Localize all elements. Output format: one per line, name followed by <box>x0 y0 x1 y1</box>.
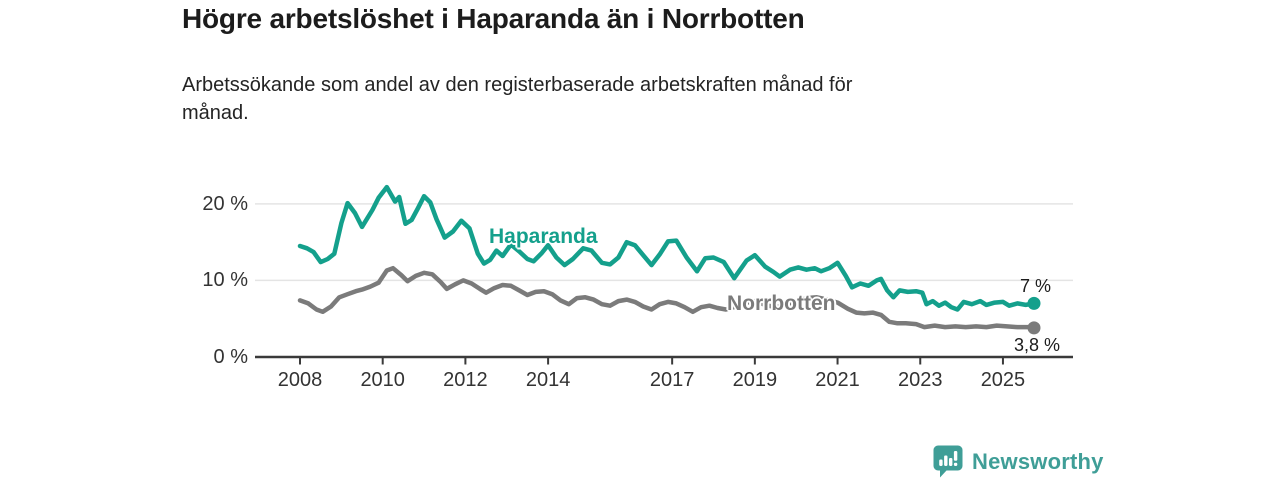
series-line-haparanda <box>297 184 1037 312</box>
y-axis-label: 10 % <box>202 269 248 292</box>
x-axis-label: 2014 <box>525 369 571 391</box>
x-axis-label: 2010 <box>360 369 405 391</box>
chart-subtitle-line-1: Arbetssökande som andel av den registerb… <box>182 74 853 96</box>
chart-title: Högre arbetslöshet i Haparanda än i Norr… <box>182 3 805 34</box>
series-end-value-norrbotten: 3,8 % <box>1013 334 1060 355</box>
x-axis-label: 2023 <box>898 369 943 391</box>
series-label-norrbotten: Norrbotten <box>727 292 836 315</box>
series-end-dot-norrbotten <box>1027 321 1041 335</box>
series-label-haparanda: Haparanda <box>489 225 598 248</box>
newsworthy-logo[interactable]: Newsworthy <box>933 445 1104 478</box>
x-axis-label: 2008 <box>277 369 323 391</box>
y-axis-label: 0 % <box>213 346 248 368</box>
x-axis-label: 2017 <box>649 369 695 391</box>
chart-subtitle-line-2: månad. <box>182 102 249 124</box>
y-axis-label: 20 % <box>202 192 248 215</box>
x-axis-label: 2012 <box>443 369 488 391</box>
newsworthy-bar-chart-pin-icon <box>933 445 963 478</box>
series-line-norrbotten <box>297 265 1037 331</box>
chart-subtitle: Arbetssökande som andel av den registerb… <box>182 71 852 127</box>
series-end-dot-haparanda <box>1027 296 1041 310</box>
x-axis-label: 2021 <box>815 369 860 391</box>
x-axis-label: 2025 <box>980 369 1026 391</box>
series-end-value-haparanda: 7 % <box>1019 276 1051 297</box>
x-axis-label: 2019 <box>732 369 778 391</box>
newsworthy-wordmark: Newsworthy <box>972 448 1104 474</box>
